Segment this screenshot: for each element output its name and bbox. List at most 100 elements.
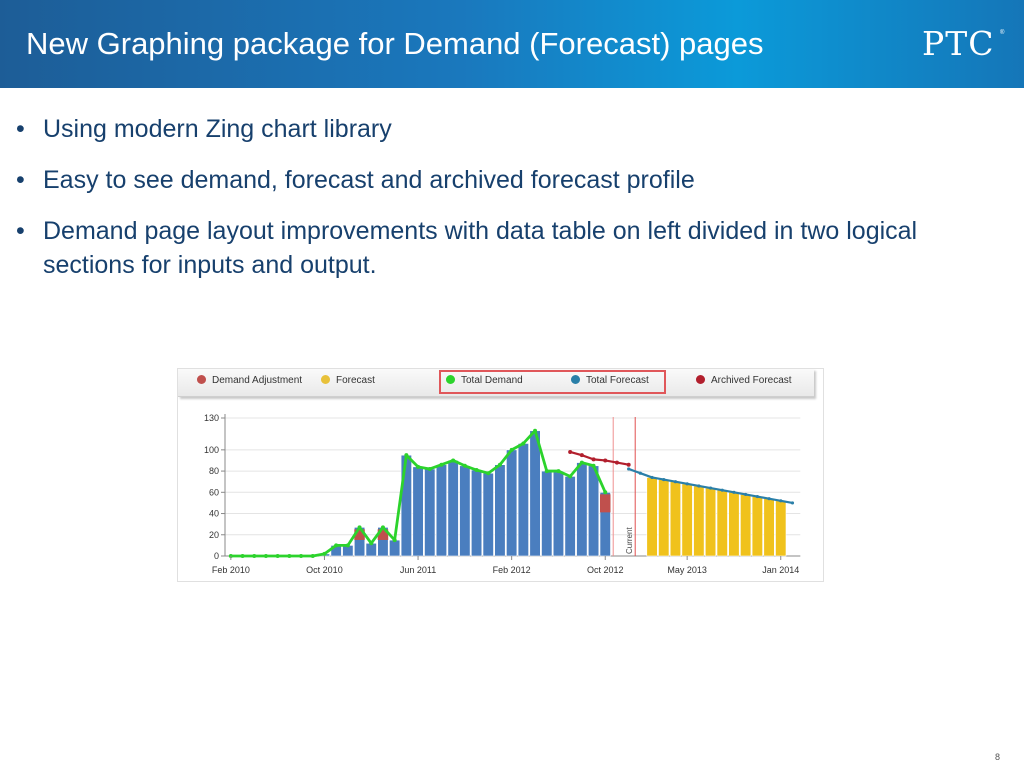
y-tick-label: 130 [204,413,219,423]
legend-item-total-demand[interactable]: Total Demand [446,375,523,386]
bullet-text: Easy to see demand, forecast and archive… [43,166,695,194]
legend-item-demand-adjustment[interactable]: Demand Adjustment [197,375,302,386]
page-number: 8 [994,752,1000,762]
bullet-item: • Using modern Zing chart library [16,112,996,146]
total-demand-bar [494,464,506,557]
total-forecast-point [708,486,713,490]
total-demand-point [240,554,245,558]
y-tick-label: 100 [204,445,219,455]
total-demand-bar [541,470,553,557]
total-demand-bar [552,470,565,557]
total-demand-point [252,554,257,558]
total-demand-point [322,551,327,556]
total-demand-bar [517,443,529,557]
archived-forecast-point [568,449,573,454]
demand-forecast-chart: Demand Adjustment Forecast Total Demand … [177,368,824,582]
total-demand-point [486,471,491,476]
total-demand-bar [482,472,494,557]
slide-header: New Graphing package for Demand (Forecas… [0,0,1024,88]
legend-swatch-icon [197,375,206,384]
total-demand-bar [587,465,600,557]
forecast-bar [669,481,682,557]
current-marker-label: Current [625,527,634,554]
legend-swatch-icon [571,375,580,384]
total-forecast-point [685,482,689,486]
total-demand-point [521,441,526,446]
total-demand-point [334,543,339,548]
total-demand-point [462,463,467,468]
total-demand-point [357,525,362,530]
x-tick-label: Jun 2011 [400,565,436,575]
legend-item-archived-forecast[interactable]: Archived Forecast [696,375,792,386]
total-demand-point [299,554,304,558]
archived-forecast-point [603,458,608,463]
total-demand-bar [470,469,483,557]
forecast-bar [728,492,740,557]
forecast-bar [763,498,775,557]
total-demand-bar [424,468,436,557]
total-demand-point [474,468,479,473]
legend-label: Demand Adjustment [212,375,303,386]
demand-adjustment-bar [354,529,365,540]
y-tick-label: 40 [209,509,219,519]
total-forecast-point [732,490,736,494]
ptc-logo: PTC [922,24,995,63]
total-demand-point [509,447,514,452]
x-tick-label: Oct 2010 [306,565,343,575]
bullet-dot-icon: • [16,166,25,194]
total-forecast-point [755,494,759,499]
x-tick-label: May 2013 [667,565,707,575]
total-demand-point [556,469,561,474]
total-demand-point [416,464,421,469]
forecast-bar [740,494,752,557]
demand-adjustment-bar [600,494,611,513]
x-tick-label: Oct 2012 [587,565,624,575]
total-demand-point [404,453,409,458]
total-forecast-point [662,477,666,482]
total-demand-bar [506,449,518,557]
legend-item-total-forecast[interactable]: Total Forecast [571,375,649,386]
forecast-bar [775,500,787,557]
total-forecast-point [673,480,678,484]
total-forecast-point [638,471,642,475]
total-forecast-point [744,492,748,497]
total-demand-bar [400,454,412,557]
bullet-item: • Easy to see demand, forecast and archiv… [16,163,996,197]
slide-title: New Graphing package for Demand (Forecas… [26,26,764,61]
legend-highlight-box [439,370,666,394]
total-demand-point [591,463,596,468]
ptc-logo-registered-mark: ® [1000,30,1005,36]
total-forecast-point [697,484,701,488]
total-forecast-point [720,488,724,492]
total-demand-point [263,554,268,558]
bullet-dot-icon: • [16,115,25,143]
total-demand-point [369,541,374,546]
total-demand-point [451,458,456,463]
legend-label: Total Demand [461,375,523,386]
bullet-dot-icon: • [16,217,25,245]
demand-adjustment-bar [377,529,389,540]
forecast-bar [693,485,705,557]
total-forecast-point [790,501,795,505]
legend-swatch-icon [321,375,330,384]
forecast-bar [681,483,693,557]
total-demand-point [392,538,397,543]
legend-swatch-icon [696,375,705,384]
legend-label: Forecast [336,375,375,386]
forecast-bar [646,477,658,557]
total-demand-point [439,462,444,467]
total-demand-bar [412,466,424,557]
total-demand-bar [459,465,471,557]
total-demand-point [497,462,502,467]
legend-item-forecast[interactable]: Forecast [321,375,375,386]
total-demand-bar [389,539,401,557]
chart-plot: 0 20 40 60 80 100 130 Current Feb 2010 Oct 2010 Ju… [204,413,801,575]
total-demand-point [287,554,292,558]
y-tick-label: 60 [209,487,219,497]
total-demand-point [345,543,350,548]
forecast-bar [658,479,670,557]
archived-forecast-point [591,457,596,462]
bullet-text: Using modern Zing chart library [43,115,392,143]
forecast-bar [751,496,763,557]
legend-swatch-icon [446,375,455,384]
